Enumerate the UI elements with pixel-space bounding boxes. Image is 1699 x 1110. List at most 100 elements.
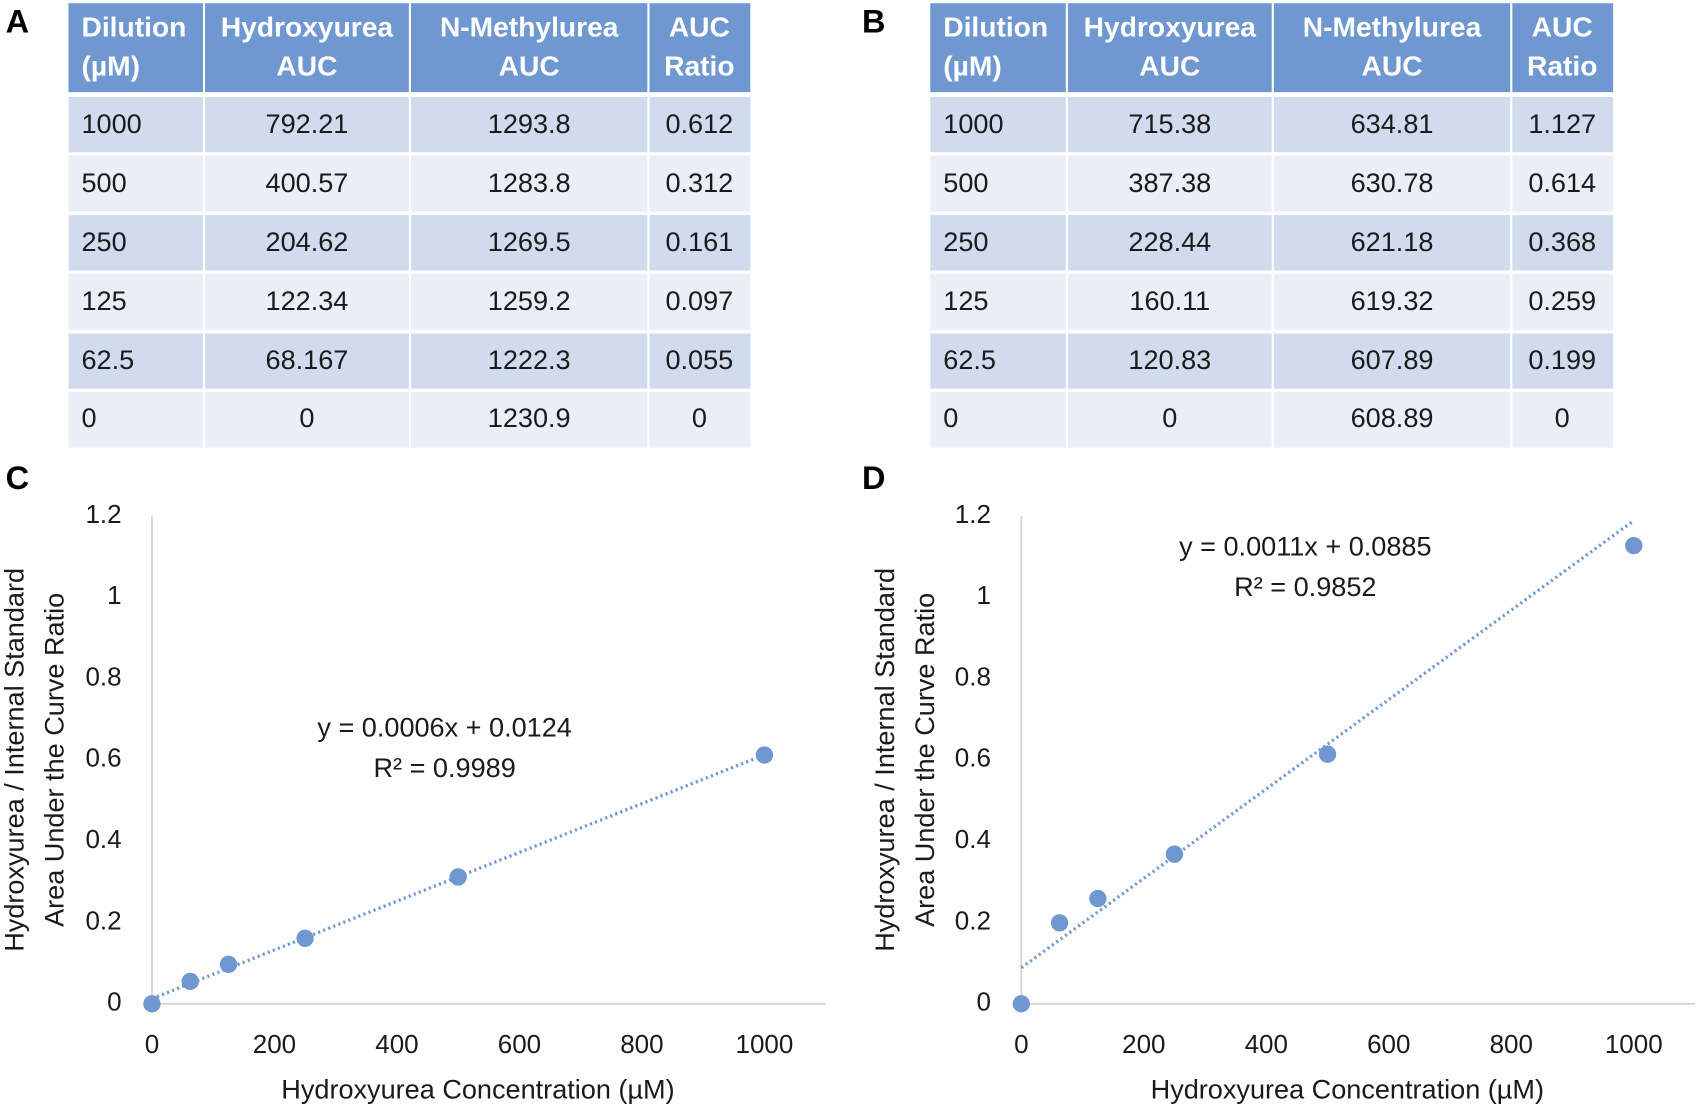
panel-label: A — [6, 3, 29, 39]
table-header: AUC — [276, 50, 337, 82]
table-cell: 0 — [1162, 402, 1177, 433]
x-tick-label: 400 — [375, 1029, 418, 1059]
x-tick-label: 400 — [1245, 1029, 1288, 1059]
table-cell: 0.259 — [1528, 285, 1596, 316]
trendline — [151, 753, 766, 1001]
table-header: N-Methylurea — [1303, 11, 1482, 43]
table-cell: 0 — [943, 402, 958, 433]
data-point — [755, 746, 774, 764]
table-header: Dilution — [943, 11, 1048, 43]
table-cell: 1259.2 — [488, 285, 571, 316]
table-header: AUC — [1532, 11, 1593, 43]
trendline-r2: R² = 0.9989 — [373, 752, 515, 783]
table-header: AUC — [1362, 50, 1423, 82]
table-cell: 621.18 — [1351, 226, 1434, 257]
table-cell: 0.312 — [665, 167, 733, 198]
y-axis-title: Area Under the Curve Ratio — [39, 593, 70, 927]
table-header: Hydroxyurea — [221, 11, 394, 43]
y-tick-label: 0.2 — [85, 905, 121, 935]
table-header: Hydroxyurea — [1084, 11, 1257, 43]
data-point — [1625, 536, 1643, 555]
y-tick-label: 0.6 — [85, 743, 121, 773]
table-cell: 250 — [81, 226, 126, 257]
x-tick-label: 800 — [1490, 1029, 1533, 1059]
table-header: AUC — [1139, 50, 1200, 82]
table-cell: 400.57 — [266, 167, 349, 198]
table-cell: 0 — [692, 402, 707, 433]
table-cell: 0.199 — [1528, 344, 1596, 375]
table-cell: 634.81 — [1351, 108, 1434, 139]
table-header: AUC — [669, 11, 730, 43]
table-cell: 387.38 — [1128, 167, 1211, 198]
trendline-equation: y = 0.0011x + 0.0885 — [1179, 531, 1431, 562]
y-tick-label: 0 — [976, 987, 990, 1017]
table-cell: 204.62 — [266, 226, 349, 257]
x-tick-label: 600 — [1367, 1029, 1410, 1059]
table-cell: 1000 — [81, 108, 141, 139]
table-cell: 1283.8 — [488, 167, 571, 198]
x-tick-label: 0 — [145, 1029, 159, 1059]
panel-label: B — [862, 3, 885, 39]
table-cell: 619.32 — [1351, 285, 1434, 316]
table-cell: 608.89 — [1351, 402, 1434, 433]
y-tick-label: 0.6 — [955, 743, 991, 773]
panel-label: D — [862, 460, 885, 496]
table-cell: 120.83 — [1128, 344, 1211, 375]
y-axis-title: Area Under the Curve Ratio — [909, 593, 940, 927]
table-header: Ratio — [664, 50, 734, 82]
y-tick-label: 0.4 — [955, 824, 991, 854]
table-cell: 250 — [943, 226, 988, 257]
table-header: Ratio — [1527, 50, 1597, 82]
y-tick-label: 0.2 — [955, 905, 991, 935]
table-cell: 1000 — [943, 108, 1003, 139]
table-cell: 1222.3 — [488, 344, 571, 375]
x-tick-label: 1000 — [735, 1029, 793, 1059]
data-point — [296, 929, 314, 947]
table-cell: 1269.5 — [488, 226, 571, 257]
trendline-r2: R² = 0.9852 — [1234, 571, 1376, 602]
table-cell: 125 — [943, 285, 988, 316]
x-axis-title: Hydroxyurea Concentration (µM) — [281, 1074, 674, 1105]
table-cell: 1230.9 — [488, 402, 571, 433]
table-cell: 125 — [81, 285, 126, 316]
table-cell: 0.055 — [665, 344, 733, 375]
y-tick-label: 1 — [107, 580, 121, 610]
data-point — [1165, 845, 1184, 863]
table-cell: 500 — [943, 167, 988, 198]
x-axis-title: Hydroxyurea Concentration (µM) — [1151, 1074, 1544, 1105]
table-cell: 0.097 — [665, 285, 733, 316]
x-tick-label: 800 — [620, 1029, 663, 1059]
y-tick-label: 1 — [976, 580, 990, 610]
data-point — [143, 995, 161, 1013]
x-tick-label: 0 — [1014, 1029, 1028, 1059]
y-axis-title: Hydroxyurea / Internal Standard — [869, 568, 900, 952]
table-cell: 62.5 — [81, 344, 134, 375]
y-tick-label: 0.4 — [85, 824, 121, 854]
table-cell: 0.161 — [665, 226, 733, 257]
y-axis-title: Hydroxyurea / Internal Standard — [0, 568, 30, 952]
table-cell: 228.44 — [1128, 226, 1211, 257]
table-cell: 715.38 — [1128, 108, 1211, 139]
table-cell: 68.167 — [266, 344, 349, 375]
table-cell: 0.612 — [665, 108, 733, 139]
table-cell: 122.34 — [266, 285, 349, 316]
data-point — [181, 972, 199, 991]
table-cell: 0 — [1555, 402, 1570, 433]
data-point — [1318, 745, 1337, 763]
y-tick-label: 1.2 — [85, 499, 121, 529]
data-point — [1089, 889, 1107, 908]
data-point — [1050, 914, 1069, 932]
table-cell: 0 — [81, 402, 96, 433]
x-tick-label: 600 — [498, 1029, 541, 1059]
y-tick-label: 0 — [107, 987, 121, 1017]
table-cell: 792.21 — [266, 108, 349, 139]
table-cell: 630.78 — [1351, 167, 1434, 198]
trendline-equation: y = 0.0006x + 0.0124 — [317, 712, 571, 743]
y-tick-label: 1.2 — [955, 499, 991, 529]
data-point — [219, 955, 238, 974]
table-header: (µM) — [943, 50, 1001, 82]
table-cell: 500 — [81, 167, 126, 198]
table-header: N-Methylurea — [440, 11, 619, 43]
table-header: AUC — [499, 50, 560, 82]
